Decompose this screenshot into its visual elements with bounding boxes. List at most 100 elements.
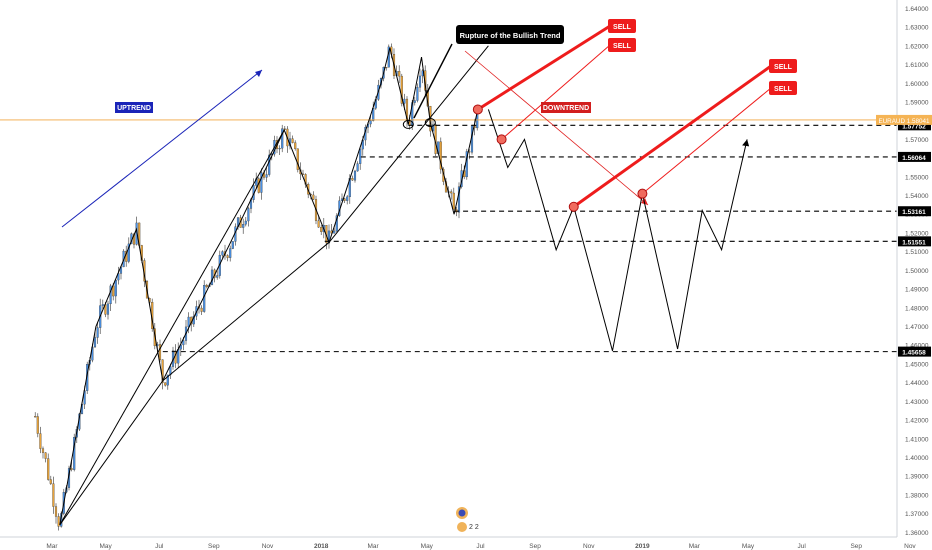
x-tick-label: May (99, 543, 112, 550)
candle-bearish (36, 416, 39, 434)
x-tick-label: May (421, 543, 434, 550)
candle-bearish (54, 506, 58, 517)
candle-bearish (398, 71, 401, 77)
current-price-tag (876, 114, 932, 125)
projected-path (487, 109, 750, 351)
x-tick-label: Nov (262, 543, 274, 550)
y-tick-label: 1.63000 (905, 25, 929, 32)
y-tick-label: 1.57000 (905, 137, 929, 144)
candle-bearish (385, 66, 388, 69)
x-tick-label: Nov (904, 543, 916, 550)
footer-badge-icon[interactable]: 2 2 (456, 507, 479, 532)
level-price-value: 1.56064 (902, 155, 926, 162)
x-tick-label: Mar (368, 543, 380, 550)
candle-bearish (200, 307, 203, 312)
sell-badge-label: SELL (774, 86, 793, 93)
x-tick-label: 2018 (314, 543, 329, 550)
level-price-tag (898, 236, 931, 247)
candle-bearish (400, 75, 403, 104)
sell-badge[interactable] (608, 19, 636, 33)
candle-bearish (34, 416, 37, 418)
candle-bullish (260, 172, 263, 193)
y-tick-label: 1.51000 (905, 249, 929, 256)
trend-channel-line (162, 241, 330, 382)
candle-bearish (439, 141, 442, 170)
x-tick-label: Sep (529, 543, 541, 550)
candle-bearish (52, 483, 55, 507)
sell-badge[interactable] (608, 38, 636, 52)
uptrend-label: UPTREND (115, 102, 153, 113)
candle-bullish (221, 251, 224, 256)
candle-bullish (229, 248, 232, 258)
retest-marker (424, 118, 436, 128)
candle-bearish (47, 458, 50, 480)
candle-bullish (210, 269, 214, 286)
candle-bullish (457, 186, 461, 213)
sell-badge-label: SELL (613, 24, 632, 31)
candle-bullish (369, 120, 372, 125)
x-tick-label: Mar (46, 543, 58, 550)
candle-bullish (416, 87, 419, 101)
sell-badge-label: SELL (774, 64, 793, 71)
level-price-tag (898, 120, 931, 131)
candle-bearish (205, 285, 208, 288)
x-tick-label: Mar (689, 543, 701, 550)
candle-bearish (70, 468, 73, 470)
candle-bullish (268, 154, 271, 175)
y-tick-label: 1.54000 (905, 193, 929, 200)
svg-text:DOWNTREND: DOWNTREND (543, 105, 589, 112)
sell-entry-marker (568, 201, 579, 212)
y-tick-label: 1.38000 (905, 492, 929, 499)
candle-bullish (166, 374, 169, 386)
candle-bearish (44, 452, 47, 459)
candle-bullish (101, 304, 104, 306)
current-price-value: EURAUD 1.58041 (878, 118, 930, 125)
time-axis[interactable]: Mar May Jul Sep Nov 2018 Mar May Jul Sep Nov 2019 Ma… (0, 536, 916, 550)
y-tick-label: 1.45000 (905, 361, 929, 368)
level-price-value: 1.57752 (902, 123, 926, 130)
y-tick-label: 1.61000 (905, 62, 929, 69)
candle-bearish (57, 516, 60, 527)
uptrend-arrowhead (255, 70, 262, 77)
x-tick-label: Sep (850, 543, 862, 550)
zigzag-line (59, 47, 479, 525)
x-tick-label: May (742, 543, 755, 550)
candle-bullish (333, 230, 336, 234)
y-tick-label: 1.46000 (905, 343, 929, 350)
candle-bullish (114, 279, 117, 297)
y-tick-label: 1.47000 (905, 324, 929, 331)
candle-bullish (247, 208, 250, 222)
candle-bullish (96, 327, 99, 338)
y-tick-label: 1.43000 (905, 399, 929, 406)
candles-layer (34, 43, 479, 531)
level-price-value: 1.53161 (902, 209, 926, 216)
sell-arrow (642, 87, 772, 195)
x-tick-label: Jul (476, 543, 485, 550)
sell-badge-label: SELL (613, 43, 632, 50)
y-tick-label: 1.59000 (905, 99, 929, 106)
candle-bullish (244, 220, 247, 225)
candle-bearish (283, 128, 286, 130)
projected-path-arrowhead (742, 139, 750, 147)
y-tick-label: 1.50000 (905, 268, 929, 275)
svg-text:Rupture of the Bullish Trend: Rupture of the Bullish Trend (460, 31, 561, 40)
candle-bullish (127, 243, 130, 262)
price-axis[interactable]: 1.64000 1.63000 1.62000 1.61000 1.60000 1.590… (876, 0, 932, 537)
candle-bearish (312, 194, 315, 200)
candle-bearish (452, 192, 455, 210)
downtrend-label: DOWNTREND (541, 102, 591, 113)
candle-bullish (106, 303, 110, 315)
sell-badge[interactable] (769, 59, 797, 73)
rupture-label: Rupture of the Bullish Trend (456, 25, 564, 44)
bullish-trendline (328, 45, 489, 243)
candle-bullish (93, 337, 97, 348)
x-tick-label: Sep (208, 543, 220, 550)
candle-bearish (320, 226, 323, 232)
sell-badge[interactable] (769, 81, 797, 95)
sell-arrow (477, 24, 611, 111)
y-tick-label: 1.62000 (905, 43, 929, 50)
candle-bullish (265, 174, 268, 178)
level-price-tag (898, 206, 931, 217)
zigzag-lines (59, 43, 649, 526)
level-price-tag (898, 151, 931, 162)
